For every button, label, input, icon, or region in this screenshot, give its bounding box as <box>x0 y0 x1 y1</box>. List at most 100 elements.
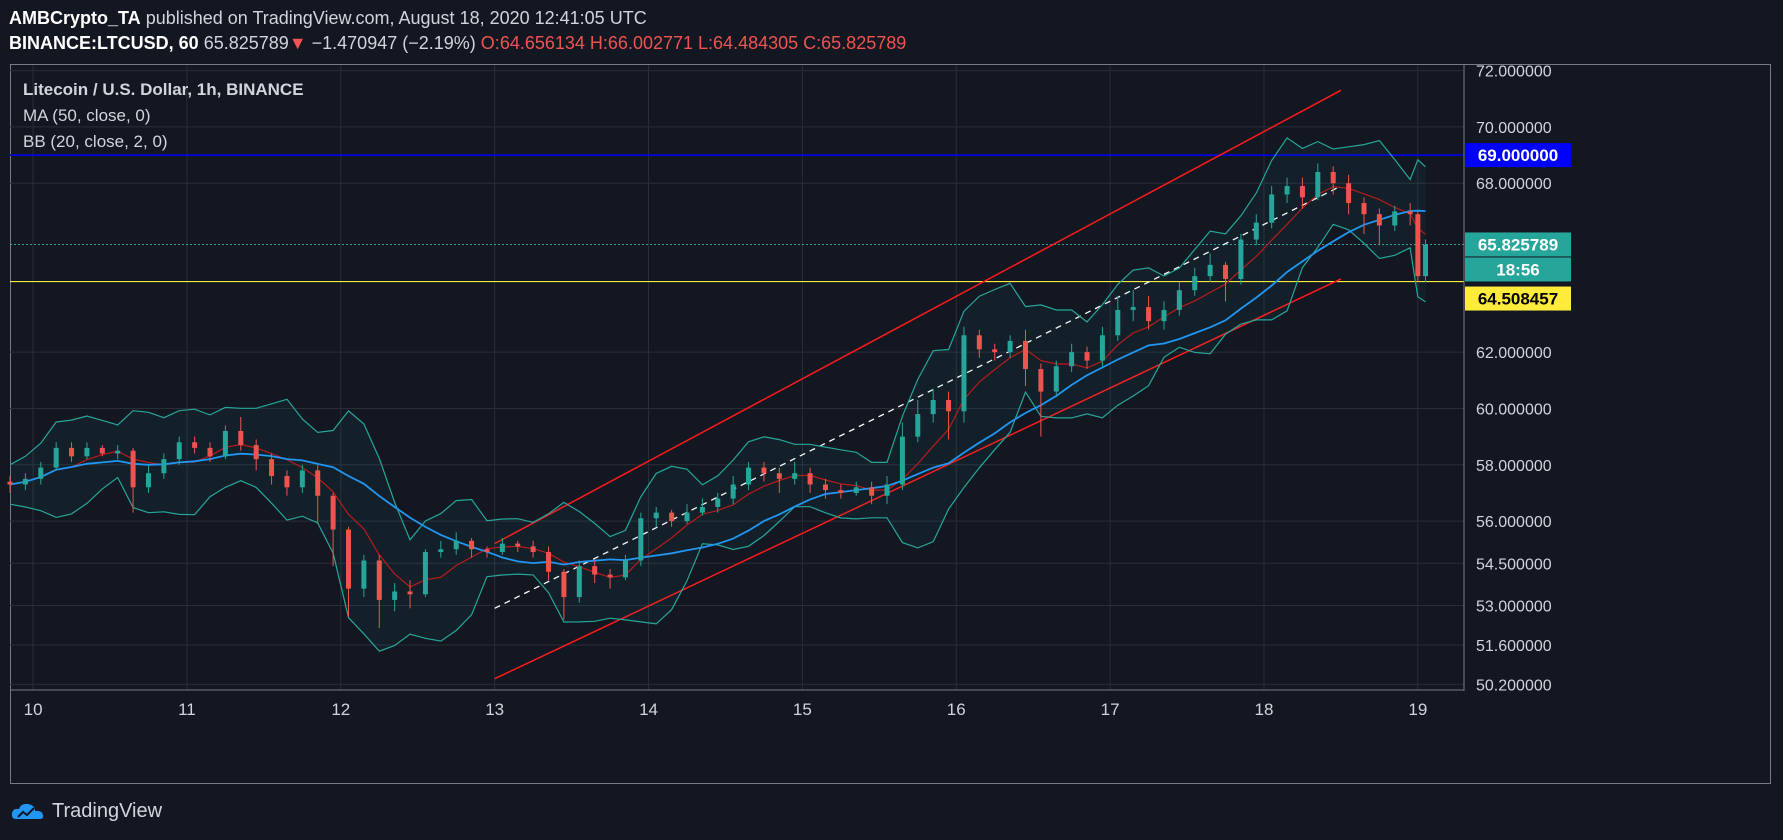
y-tick-label: 50.200000 <box>1476 677 1552 694</box>
candle-body <box>269 459 275 477</box>
candle-body <box>207 447 213 457</box>
candle-body <box>776 473 782 479</box>
ohlc-open: 64.656134 <box>499 33 585 53</box>
bb-basis-line <box>9 185 1426 588</box>
last-price-label: 65.825789 <box>1478 235 1558 254</box>
candle-body <box>1376 214 1382 226</box>
candle-body <box>69 447 75 457</box>
candle-body <box>1053 366 1059 392</box>
candle-body <box>1192 276 1198 291</box>
x-tick-label: 10 <box>24 700 43 719</box>
candle-body <box>1146 307 1152 322</box>
candle-body <box>1330 171 1336 184</box>
candle-body <box>853 487 859 493</box>
candle-body <box>1423 244 1429 277</box>
candle-body <box>361 560 367 589</box>
candle-body <box>7 481 13 485</box>
publish-line: AMBCrypto_TA published on TradingView.co… <box>9 8 647 29</box>
cloud-icon <box>11 803 44 819</box>
candle-body <box>130 450 136 488</box>
candle-body <box>407 591 413 595</box>
down-arrow-icon: ▼ <box>288 33 307 53</box>
ma-legend[interactable]: MA (50, close, 0) <box>23 106 151 125</box>
support-price-label-box <box>1465 286 1571 311</box>
candle-body <box>499 543 505 553</box>
candle-body <box>638 518 644 561</box>
candle-body <box>669 512 675 522</box>
candle-body <box>330 495 336 530</box>
x-tick-label: 11 <box>178 700 196 719</box>
x-tick-label: 16 <box>947 700 966 719</box>
candle-body <box>546 552 552 572</box>
candle-body <box>469 540 475 550</box>
candle-body <box>1361 202 1367 215</box>
candle-body <box>1130 307 1136 310</box>
channel-upper-line <box>494 89 1342 545</box>
candle-body <box>1407 211 1413 215</box>
bb-band-fill <box>10 137 1426 652</box>
candle-body <box>38 467 44 479</box>
candle-body <box>84 447 90 457</box>
bb-upper-line <box>9 137 1426 541</box>
candle-body <box>299 470 305 488</box>
x-tick-label: 19 <box>1408 700 1427 719</box>
candle-body <box>145 473 151 488</box>
candle-body <box>792 473 798 479</box>
candle-body <box>899 436 905 485</box>
candle-body <box>1415 214 1421 277</box>
resistance-price-label: 69.000000 <box>1478 146 1558 165</box>
candle-body <box>653 512 659 519</box>
y-tick-label: 51.600000 <box>1476 638 1552 655</box>
axes: 10 11 12 13 14 15 16 17 18 19 72.000000 70.000000 68… <box>10 64 1571 719</box>
ohlc-low-label: L: <box>698 33 714 53</box>
candle-body <box>376 560 382 600</box>
channel-lower-line <box>494 278 1342 680</box>
bb-legend[interactable]: BB (20, close, 2, 0) <box>23 132 168 151</box>
candle-body <box>1161 309 1167 322</box>
last-price: 65.825789 <box>203 33 289 53</box>
candle-body <box>746 467 752 485</box>
y-tick-label: 60.000000 <box>1476 401 1552 418</box>
candle-body <box>976 335 982 350</box>
candle-body <box>222 430 228 457</box>
support-price-label: 64.508457 <box>1478 290 1558 309</box>
candle-body <box>315 470 321 496</box>
candle-body <box>807 473 813 485</box>
bb-lower-line <box>9 223 1426 652</box>
candle-body <box>1084 352 1090 361</box>
last-price-label-box <box>1465 232 1571 257</box>
candle-body <box>1207 264 1213 277</box>
candle-body <box>715 498 721 508</box>
candle-body <box>345 529 351 589</box>
y-tick-label: 72.000000 <box>1476 64 1552 81</box>
y-tick-label: 53.000000 <box>1476 599 1552 616</box>
candle-body <box>869 487 875 496</box>
y-tick-label: 70.000000 <box>1476 120 1552 137</box>
price-change: −1.470947 (−2.19%) <box>311 33 476 53</box>
candle-body <box>915 414 921 437</box>
candle-body <box>730 484 736 499</box>
candle-body <box>99 447 105 454</box>
candle-body <box>1022 340 1028 370</box>
candle-body <box>761 467 767 474</box>
candle-body <box>1346 183 1352 203</box>
countdown-label-box <box>1465 257 1571 282</box>
y-tick-label: 54.500000 <box>1476 556 1552 573</box>
candle-body <box>822 484 828 491</box>
tradingview-logo[interactable]: TradingView <box>10 800 162 823</box>
y-tick-label: 62.000000 <box>1476 345 1552 362</box>
candle-body <box>438 549 444 553</box>
candle-body <box>838 490 844 493</box>
ohlc-open-label: O: <box>480 33 500 53</box>
candle-body <box>238 430 244 446</box>
candle-body <box>1315 171 1321 198</box>
candle-body <box>392 591 398 600</box>
candle-body <box>946 400 952 412</box>
author-name[interactable]: AMBCrypto_TA <box>9 8 141 28</box>
candle-body <box>484 549 490 553</box>
symbol[interactable]: BINANCE:LTCUSD, 60 <box>9 33 199 53</box>
x-tick-label: 14 <box>639 700 658 719</box>
candle-body <box>253 445 259 460</box>
ohlc-low: 64.484305 <box>713 33 799 53</box>
